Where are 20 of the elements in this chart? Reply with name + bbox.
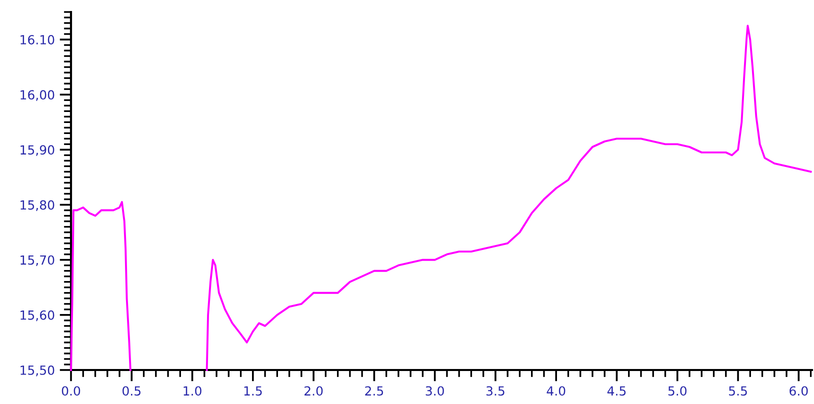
x-tick-label: 4.5 (607, 386, 626, 396)
y-tick-label: 16.10 (20, 35, 54, 44)
x-tick-label: 5.0 (668, 386, 686, 396)
y-tick-label: 15,50 (20, 365, 54, 376)
y-tick-label: 15,90 (20, 145, 54, 156)
x-tick-label: 1.5 (244, 386, 262, 396)
y-tick-label: 15,60 (20, 310, 54, 322)
x-tick-label: 0.0 (62, 386, 80, 396)
y-tick-label: 15,80 (20, 200, 54, 211)
y-tick-label: 15,70 (20, 255, 54, 266)
x-tick-label: 2.0 (304, 386, 323, 396)
x-tick-label: 1.0 (184, 386, 202, 396)
x-tick-label: 2.5 (365, 386, 384, 396)
x-tick-label: 5.5 (729, 386, 747, 396)
y-tick-label: 16,00 (20, 90, 54, 101)
x-tick-label: 4.0 (546, 386, 566, 396)
x-tick-label: 3.0 (426, 386, 444, 396)
x-tick-label: 6.0 (790, 386, 808, 396)
x-tick-label: 0.5 (122, 386, 140, 396)
x-tick-label: 3.5 (486, 386, 504, 396)
